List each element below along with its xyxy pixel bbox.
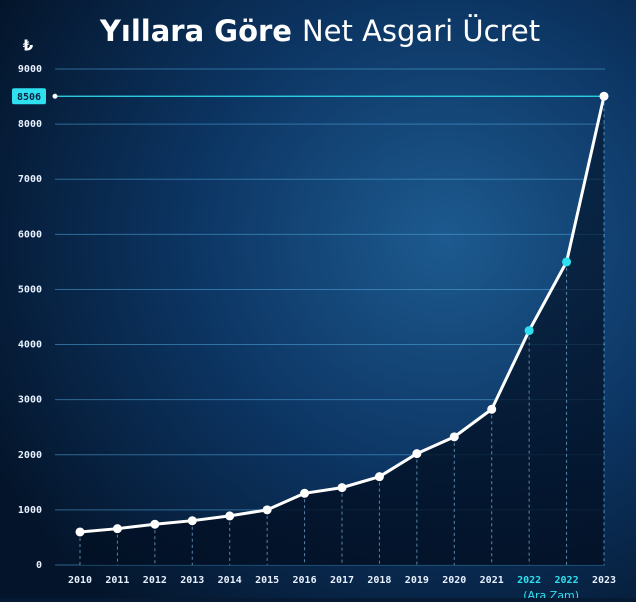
x-tick-label: 2014 bbox=[218, 575, 242, 586]
x-tick-label: 2011 bbox=[105, 575, 129, 586]
point bbox=[562, 257, 572, 267]
x-tick-label: 2019 bbox=[405, 575, 429, 586]
point bbox=[262, 505, 272, 515]
x-tick-label: 2013 bbox=[180, 575, 204, 586]
highlight-label-box bbox=[12, 88, 46, 105]
y-tick-label: 4000 bbox=[18, 340, 42, 351]
y-tick-label: 3000 bbox=[18, 395, 42, 406]
x-tick-label: 2018 bbox=[367, 575, 391, 586]
point bbox=[150, 519, 160, 529]
y-tick-label: 8000 bbox=[18, 119, 42, 130]
point bbox=[412, 449, 422, 459]
point bbox=[449, 432, 459, 442]
x-tick-label: 2022 bbox=[555, 575, 579, 586]
y-tick-label: 2000 bbox=[18, 450, 42, 461]
point bbox=[487, 404, 497, 414]
highlight-label: 8506 bbox=[17, 92, 41, 103]
point bbox=[112, 524, 122, 534]
x-tick-label: 2015 bbox=[255, 575, 279, 586]
chart-title: Yıllara Göre Net Asgari Ücret bbox=[99, 14, 540, 48]
x-tick-label: 2021 bbox=[480, 575, 504, 586]
point bbox=[300, 488, 310, 498]
y-tick-label: 1000 bbox=[18, 505, 42, 516]
y-unit: ₺ bbox=[23, 37, 34, 55]
point bbox=[524, 326, 534, 336]
title-regular: Net Asgari Ücret bbox=[302, 14, 540, 48]
highlight-dot bbox=[52, 93, 58, 99]
x-tick-label: 2022 bbox=[517, 575, 541, 586]
x-tick-label: 2012 bbox=[143, 575, 167, 586]
y-tick-label: 0 bbox=[36, 560, 42, 571]
x-tick-label: 2020 bbox=[442, 575, 466, 586]
y-tick-label: 5000 bbox=[18, 284, 42, 295]
y-tick-label: 7000 bbox=[18, 174, 42, 185]
y-tick-label: 9000 bbox=[18, 64, 42, 75]
point bbox=[599, 91, 609, 101]
area bbox=[80, 96, 604, 566]
x-tick-label: 2023 bbox=[592, 575, 616, 586]
point bbox=[337, 483, 347, 493]
title-bold: Yıllara Göre bbox=[99, 14, 292, 48]
annotation: (Ara Zam) bbox=[523, 589, 579, 598]
x-tick-label: 2010 bbox=[68, 575, 92, 586]
point bbox=[374, 472, 384, 482]
point bbox=[75, 527, 85, 537]
y-tick-label: 6000 bbox=[18, 229, 42, 240]
point bbox=[187, 516, 197, 526]
point bbox=[225, 511, 235, 521]
x-tick-label: 2017 bbox=[330, 575, 354, 586]
x-tick-label: 2016 bbox=[293, 575, 317, 586]
